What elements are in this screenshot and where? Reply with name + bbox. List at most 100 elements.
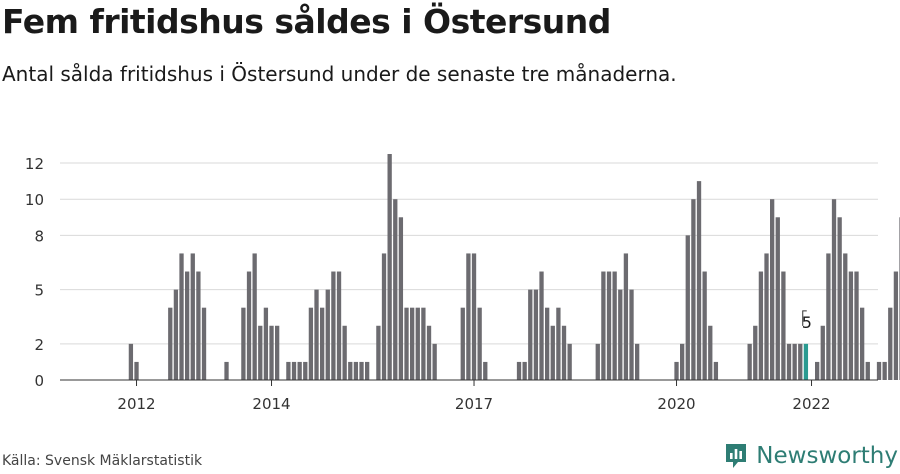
bar [241,307,246,380]
bar [674,361,679,380]
bar [410,307,415,380]
bar [516,361,522,380]
bar [421,307,426,380]
bar [612,271,617,380]
bar [595,343,600,380]
bar [770,199,775,380]
bar [303,361,308,380]
bar [297,361,302,380]
bar [398,217,404,380]
bar [415,307,420,380]
bar [854,271,859,380]
bar [314,289,319,380]
bar [747,343,752,380]
bar [522,361,527,380]
bar [263,307,269,380]
bar [601,271,606,380]
bar [567,343,572,380]
annotation-bracket [802,310,807,326]
bar [606,271,612,380]
bar [696,181,702,380]
bar [831,199,837,380]
brand-name: Newsworthy [756,443,898,469]
bar [865,361,870,380]
bar [618,289,623,380]
bar [539,271,544,380]
bar [190,253,195,380]
bar [134,361,139,380]
bar [888,307,893,380]
bar [820,325,825,380]
bar [545,307,550,380]
bar [168,307,173,380]
bar [258,325,263,380]
bar [635,343,640,380]
bar [460,307,465,380]
bar [252,253,257,380]
bar [331,271,336,380]
bar [291,361,297,380]
annotation-label: 5 [802,313,812,332]
bar [246,271,252,380]
source-note: Källa: Svensk Mäklarstatistik [2,453,203,469]
bar [764,253,769,380]
bar [758,271,764,380]
bar [792,343,797,380]
bar [713,361,719,380]
bar [556,307,561,380]
bar [876,361,882,380]
bar [196,271,201,380]
bar [781,271,786,380]
bar [381,253,387,380]
bar [477,307,482,380]
bar [269,325,274,380]
bar [528,289,533,380]
bar [860,307,865,380]
bar [629,289,634,380]
chart-title: Fem fritidshus såldes i Östersund [2,2,611,41]
bar [702,271,707,380]
bar [128,343,134,380]
newsworthy-logo-icon [726,444,747,468]
bar [393,199,398,380]
bar [775,217,780,380]
bar [623,253,629,380]
y-tick-label: 12 [25,155,44,173]
bar [815,361,820,380]
y-tick-label: 2 [34,336,44,354]
bar [837,217,842,380]
chart-area: 0 2 5 8 10 12 2012 2014 2017 2020 2022 5 [0,130,900,424]
bar [173,289,179,380]
bar [550,325,555,380]
x-tick-label: 2014 [252,395,290,413]
bar [483,361,488,380]
bar [708,325,713,380]
bar [432,343,437,380]
x-tick-label: 2022 [792,395,830,413]
y-tick-label: 5 [34,282,44,300]
bar [685,235,690,380]
bar [387,154,392,380]
bar [471,253,477,380]
bar [691,199,696,380]
bar [466,253,471,380]
x-tick-label: 2012 [117,395,155,413]
brand-logo: Newsworthy [724,440,898,472]
chart-subtitle: Antal sålda fritidshus i Östersund under… [2,62,677,86]
bar [185,271,190,380]
bar [848,271,854,380]
bar [224,361,229,380]
bar [533,289,539,380]
bar [404,307,409,380]
bar [893,271,899,380]
bar [348,361,353,380]
bar [308,307,314,380]
bar [320,307,325,380]
bar [561,325,567,380]
bar [882,361,887,380]
bar [286,361,291,380]
x-tick-label: 2017 [455,395,493,413]
bar-highlight [803,343,809,380]
bar [336,271,342,380]
bar [376,325,381,380]
